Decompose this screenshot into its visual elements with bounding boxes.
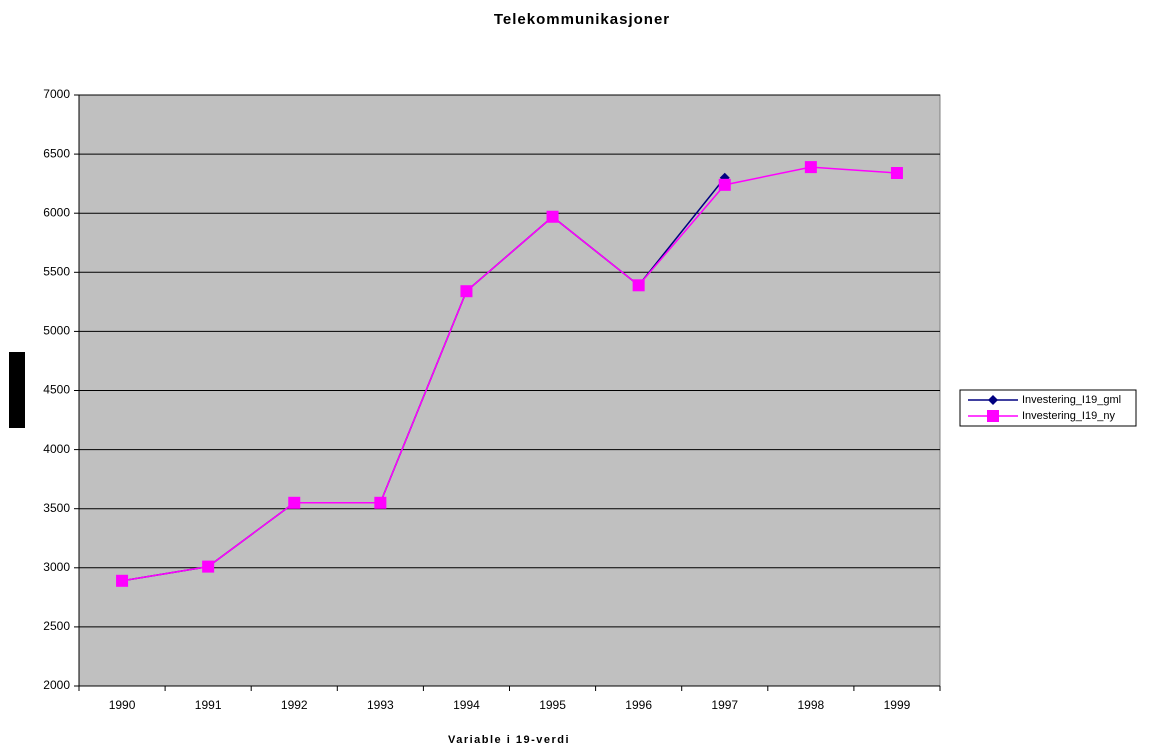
y-tick-label: 5000 bbox=[43, 324, 70, 338]
y-tick-label: 6500 bbox=[43, 146, 70, 160]
x-tick-label: 1997 bbox=[711, 698, 738, 712]
x-tick-label: 1992 bbox=[281, 698, 308, 712]
y-tick-label: 4500 bbox=[43, 383, 70, 397]
y-tick-label: 3500 bbox=[43, 501, 70, 515]
marker bbox=[718, 178, 731, 191]
marker bbox=[374, 496, 387, 509]
x-tick-label: 1998 bbox=[797, 698, 824, 712]
legend-marker bbox=[988, 395, 998, 405]
marker bbox=[890, 167, 903, 180]
x-tick-label: 1995 bbox=[539, 698, 566, 712]
y-tick-label: 5500 bbox=[43, 264, 70, 278]
y-tick-label: 3000 bbox=[43, 560, 70, 574]
legend-label: Investering_I19_ny bbox=[1022, 410, 1115, 422]
legend-marker bbox=[987, 410, 999, 422]
x-tick-label: 1993 bbox=[367, 698, 394, 712]
x-tick-label: 1990 bbox=[109, 698, 136, 712]
marker bbox=[202, 560, 215, 573]
y-tick-label: 6000 bbox=[43, 205, 70, 219]
marker bbox=[632, 279, 645, 292]
x-tick-label: 1994 bbox=[453, 698, 480, 712]
chart-title: Telekommunikasjoner bbox=[494, 11, 670, 28]
x-tick-label: 1999 bbox=[884, 698, 911, 712]
y-tick-label: 2000 bbox=[43, 678, 70, 692]
legend-label: Investering_I19_gml bbox=[1022, 394, 1121, 406]
marker bbox=[116, 574, 129, 587]
marker bbox=[546, 210, 559, 223]
x-axis-title: Variable i 19-verdi bbox=[448, 734, 570, 746]
y-tick-label: 4000 bbox=[43, 442, 70, 456]
x-tick-label: 1991 bbox=[195, 698, 222, 712]
redacted-y-label bbox=[9, 352, 25, 428]
x-tick-label: 1996 bbox=[625, 698, 652, 712]
y-tick-label: 2500 bbox=[43, 619, 70, 633]
series-line bbox=[121, 166, 898, 582]
marker bbox=[460, 285, 473, 298]
marker bbox=[804, 161, 817, 174]
y-tick-label: 7000 bbox=[43, 87, 70, 101]
marker bbox=[288, 496, 301, 509]
